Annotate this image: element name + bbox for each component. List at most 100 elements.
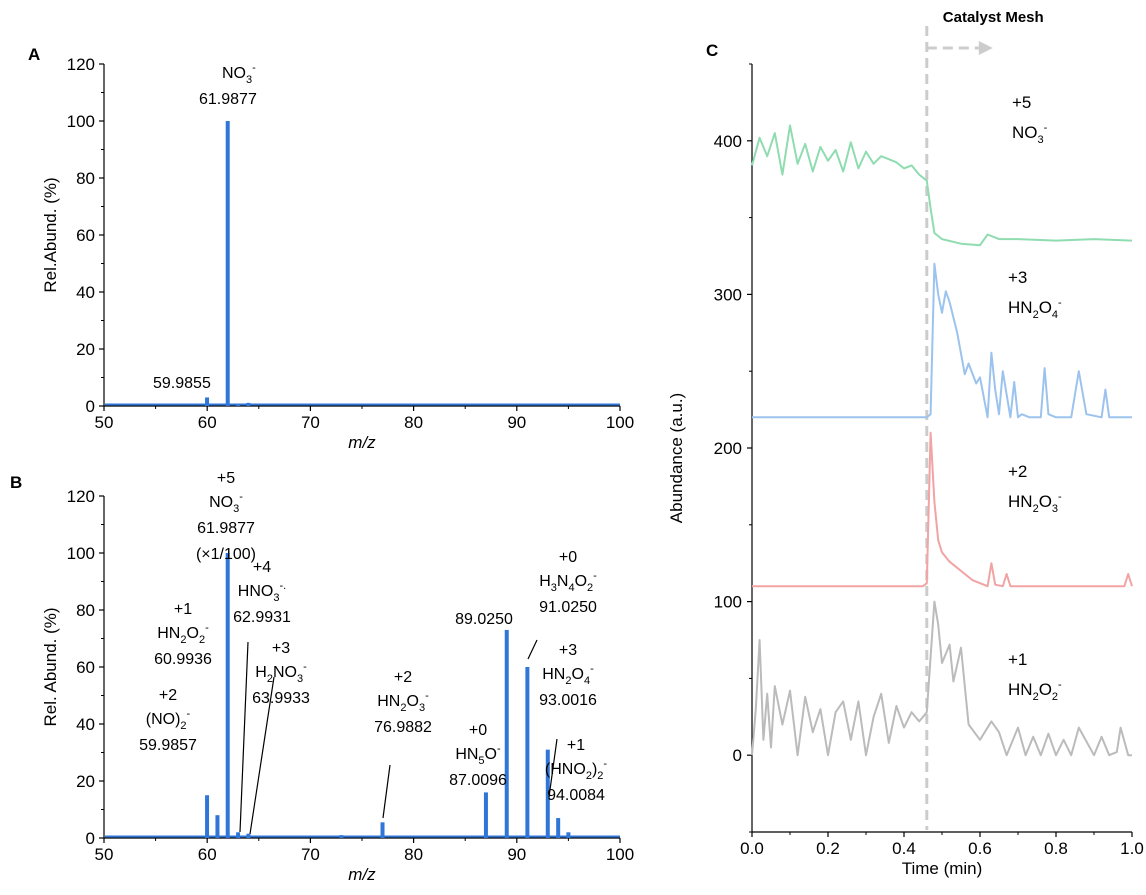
formula-part: 5 [478, 755, 484, 767]
formula-part: - [187, 708, 191, 720]
formula-part: 2 [180, 720, 186, 732]
y-axis-label: Rel. Abund. (%) [41, 607, 60, 726]
series-line [751, 124, 1133, 247]
peak-formula: H3N4O2- [539, 570, 597, 594]
peak-oxidation-state: +2 [159, 687, 177, 704]
x-axis-label: Time (min) [902, 859, 983, 878]
y-tick-label: 100 [67, 112, 95, 131]
peak-oxidation-state: +0 [559, 549, 577, 566]
formula-part: N [557, 573, 569, 590]
formula-part: NO [222, 65, 246, 82]
formula-part: O [186, 625, 198, 642]
peak-value: 61.9877 [199, 91, 257, 108]
formula-part: . [283, 580, 286, 592]
x-tick-label: 60 [198, 845, 217, 864]
peak-value: 59.9855 [153, 375, 211, 392]
x-tick-label: 90 [507, 413, 526, 432]
formula-part: - [1058, 679, 1062, 691]
peak-bar [246, 833, 251, 838]
x-tick-label: 1.0 [1120, 839, 1144, 858]
formula-part: HN [455, 746, 478, 763]
formula-part: - [590, 663, 594, 675]
peak-bar [545, 749, 550, 838]
formula-part: 3 [297, 673, 303, 685]
formula-part: 2 [1052, 691, 1058, 703]
y-tick-label: 0 [733, 746, 742, 765]
panel-label-a: A [28, 45, 40, 64]
formula-part: 2 [1033, 691, 1039, 703]
y-tick-label: 200 [714, 439, 742, 458]
peak-bar [525, 667, 530, 838]
leader-line [239, 641, 249, 833]
formula-part: (NO) [146, 711, 181, 728]
peak-bar [566, 832, 571, 838]
x-tick-label: 80 [404, 845, 423, 864]
peak-value: 59.9857 [139, 737, 197, 754]
panel-label-b: B [10, 473, 22, 492]
x-tick-label: 100 [606, 845, 634, 864]
peak-formula: NO3- [222, 62, 256, 86]
x-tick-label: 100 [606, 413, 634, 432]
peak-value: 89.0250 [455, 611, 513, 628]
formula-part: H [255, 664, 267, 681]
formula-part: - [239, 491, 243, 503]
y-tick-label: 0 [86, 397, 95, 416]
peak-oxidation-state: +3 [559, 642, 577, 659]
peak-scale-note: (×1/100) [196, 546, 256, 563]
peak-bar [380, 822, 385, 838]
leader-line [249, 676, 275, 835]
formula-part: H [539, 573, 551, 590]
formula-part: O [406, 693, 418, 710]
y-tick-label: 0 [86, 829, 95, 848]
series-oxidation-state: +3 [1008, 268, 1027, 287]
formula-part: 4 [568, 582, 574, 594]
peak-value: 94.0084 [547, 787, 605, 804]
formula-part: NO [209, 494, 233, 511]
y-axis-label: Abundance (a.u.) [667, 393, 686, 523]
x-tick-label: 70 [301, 845, 320, 864]
formula-part: 4 [1052, 309, 1058, 321]
formula-part: 2 [180, 634, 186, 646]
peak-bar [236, 404, 241, 406]
formula-part: - [1058, 491, 1062, 503]
peak-oxidation-state: +3 [272, 640, 290, 657]
formula-part: HNO [238, 583, 274, 600]
formula-part: - [279, 580, 283, 592]
formula-part: 3 [1038, 134, 1044, 146]
peak-bar [483, 792, 488, 838]
formula-part: - [425, 690, 429, 702]
peak-value: 60.9936 [154, 651, 212, 668]
peak-bar [215, 815, 220, 838]
peak-value: 93.0016 [539, 692, 597, 709]
y-tick-label: 400 [714, 132, 742, 151]
x-axis-label: m/z [348, 865, 376, 884]
peak-oxidation-state: +5 [217, 470, 235, 487]
peak-formula: HN2O2- [157, 622, 209, 646]
peak-oxidation-state: +2 [394, 669, 412, 686]
formula-part: - [205, 622, 209, 634]
peak-oxidation-state: +0 [469, 722, 487, 739]
formula-part: HN [542, 666, 565, 683]
y-tick-label: 100 [67, 544, 95, 563]
peak-bar [504, 629, 509, 838]
y-tick-label: 60 [76, 226, 95, 245]
y-tick-label: 120 [67, 487, 95, 506]
peak-bar [339, 835, 344, 838]
peak-oxidation-state: +1 [567, 737, 585, 754]
y-tick-label: 300 [714, 285, 742, 304]
x-tick-label: 60 [198, 413, 217, 432]
formula-part: HN [1008, 492, 1033, 511]
x-tick-label: 50 [95, 413, 114, 432]
y-tick-label: 120 [67, 55, 95, 74]
series-line [752, 262, 1132, 419]
formula-part: 3 [273, 592, 279, 604]
x-tick-label: 0.2 [816, 839, 840, 858]
peak-formula: HNO3-. [238, 580, 286, 604]
formula-part: O [1039, 298, 1052, 317]
formula-part: - [252, 62, 256, 74]
formula-part: 2 [400, 702, 406, 714]
peak-bar [225, 121, 230, 406]
y-tick-label: 60 [76, 658, 95, 677]
formula-part: HN [1008, 680, 1033, 699]
formula-part: O [571, 666, 583, 683]
